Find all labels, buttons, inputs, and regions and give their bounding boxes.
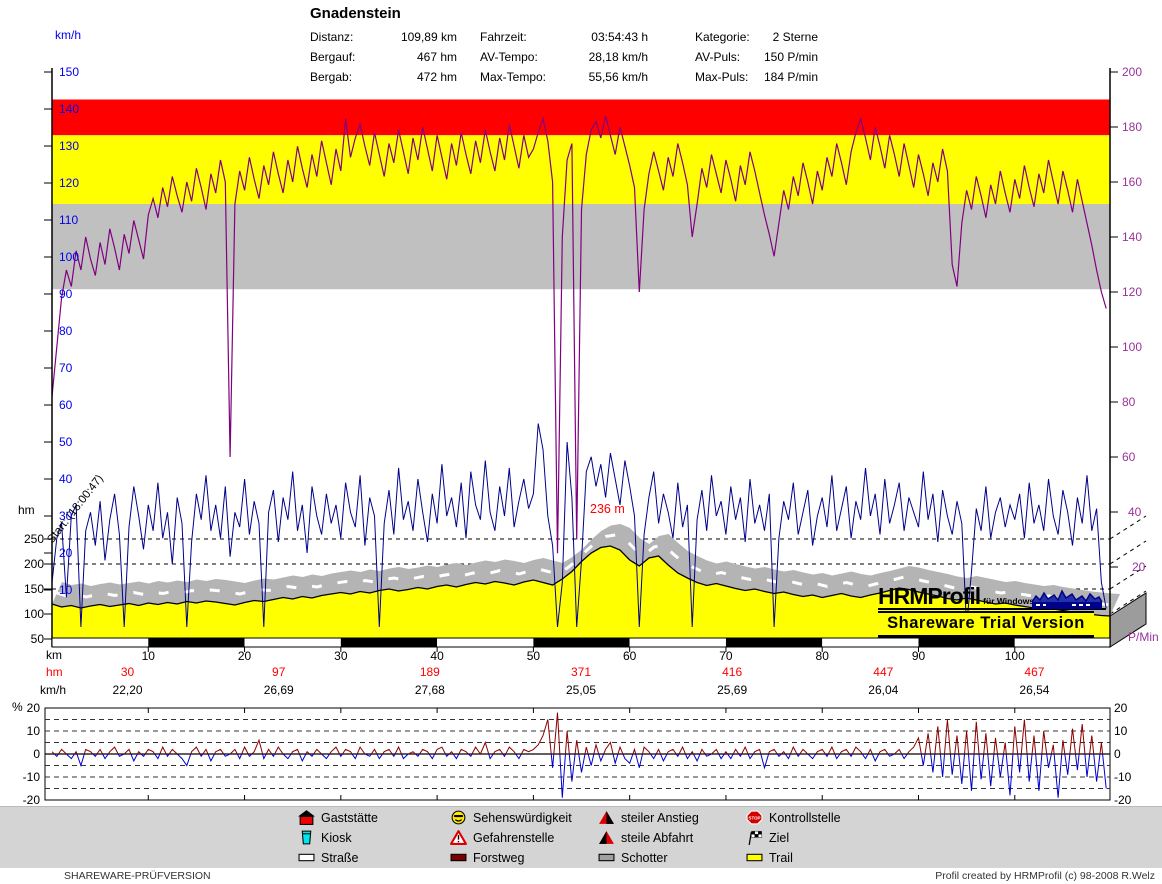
legend-label: Forstweg <box>473 850 525 865</box>
stat-label: Distanz: <box>310 30 354 44</box>
svg-text:STOP: STOP <box>748 816 760 821</box>
stat-label: Bergauf: <box>310 50 356 64</box>
house-icon <box>298 810 315 825</box>
legend-item-gefahrenstelle: Gefahrenstelle <box>450 830 554 845</box>
legend-item-schotter: Schotter <box>598 850 668 865</box>
legend-label: Gaststätte <box>321 810 378 825</box>
legend-item-gaststaette: Gaststätte <box>298 810 378 825</box>
flag-icon <box>746 830 763 845</box>
legend-label: steile Abfahrt <box>621 830 694 845</box>
watermark-trial-banner: Shareware Trial Version <box>878 611 1094 638</box>
legend-label: Kontrollstelle <box>769 810 841 825</box>
credits-footer-note: Profil created by HRMProfil (c) 98-2008 … <box>935 870 1155 882</box>
stats-column-distance: Distanz: 109,89 km Bergauf: 467 hm Bergab:… <box>310 30 457 90</box>
legend-label: Straße <box>321 850 359 865</box>
legend-item-strasse: Straße <box>298 850 359 865</box>
legend-item-trail: Trail <box>746 850 793 865</box>
stat-value: 150 P/min <box>763 50 818 64</box>
legend-item-steile-abfahrt: steile Abfahrt <box>598 830 693 845</box>
stat-value: 184 P/min <box>763 70 818 84</box>
legend-item-kontrollstelle: STOP Kontrollstelle <box>746 810 841 825</box>
speed-axis-unit-label: km/h <box>55 28 82 42</box>
road-icon <box>298 850 315 865</box>
legend-label: steiler Anstieg <box>621 810 699 825</box>
smiley-icon <box>450 810 467 825</box>
stats-column-pulse: Kategorie: 2 Sterne AV-Puls: 150 P/min Max… <box>695 30 818 90</box>
legend-label: Sehenswürdigkeit <box>473 810 572 825</box>
stats-column-time: Fahrzeit: 03:54:43 h AV-Tempo: 28,18 km/h … <box>480 30 648 90</box>
legend-label: Gefahrenstelle <box>473 830 555 845</box>
elevation-axis-unit-label: hm <box>18 503 35 517</box>
gravel-icon <box>598 850 615 865</box>
stat-value: 109,89 km <box>400 30 457 44</box>
stat-label: Kategorie: <box>695 30 750 44</box>
legend-item-kiosk: Kiosk <box>298 830 352 845</box>
legend-item-ziel: Ziel <box>746 830 789 845</box>
page-title: Gnadenstein <box>310 5 401 22</box>
watermark-subtitle: für Windows <box>983 596 1035 606</box>
stat-label: AV-Puls: <box>695 50 741 64</box>
gradient-axis-unit-label: % <box>12 700 23 714</box>
stat-value: 03:54:43 h <box>591 30 648 44</box>
legend-item-sehenswuerdigkeit: Sehenswürdigkeit <box>450 810 572 825</box>
stat-value: 2 Sterne <box>772 30 818 44</box>
watermark: HRMProfil für Windows Shareware Trial Ve… <box>878 584 1106 638</box>
stat-value: 467 hm <box>416 50 457 64</box>
watermark-graph-icon <box>1031 588 1104 615</box>
stat-value: 55,56 km/h <box>588 70 648 84</box>
forest-road-icon <box>450 850 467 865</box>
avgspeed-row-label: km/h <box>40 683 67 697</box>
legend-item-forstweg: Forstweg <box>450 850 524 865</box>
warning-icon <box>450 830 467 845</box>
stat-label: AV-Tempo: <box>480 50 538 64</box>
distance-axis-unit-label: km <box>46 648 62 662</box>
cup-icon <box>298 830 315 845</box>
shareware-footer-note: SHAREWARE-PRÜFVERSION <box>64 870 211 882</box>
legend-label: Trail <box>769 850 793 865</box>
steep-down-icon <box>598 830 615 845</box>
stop-icon: STOP <box>746 810 763 825</box>
climb-row-label: hm <box>46 665 63 679</box>
peak-elevation-annotation: 236 m <box>590 502 625 516</box>
legend-band <box>0 806 1162 868</box>
pulse-axis-unit-label: P/Min <box>1128 630 1159 644</box>
legend-item-steiler-anstieg: steiler Anstieg <box>598 810 699 825</box>
legend-label: Ziel <box>769 830 790 845</box>
watermark-app-name: HRMProfil <box>878 583 981 609</box>
stat-label: Bergab: <box>310 70 353 84</box>
stat-label: Max-Tempo: <box>480 70 547 84</box>
stat-label: Max-Puls: <box>695 70 749 84</box>
steep-up-icon <box>598 810 615 825</box>
stat-value: 28,18 km/h <box>588 50 648 64</box>
stat-label: Fahrzeit: <box>480 30 527 44</box>
legend-label: Kiosk <box>321 830 352 845</box>
stat-value: 472 hm <box>416 70 457 84</box>
trail-icon <box>746 850 763 865</box>
legend-label: Schotter <box>621 850 668 865</box>
